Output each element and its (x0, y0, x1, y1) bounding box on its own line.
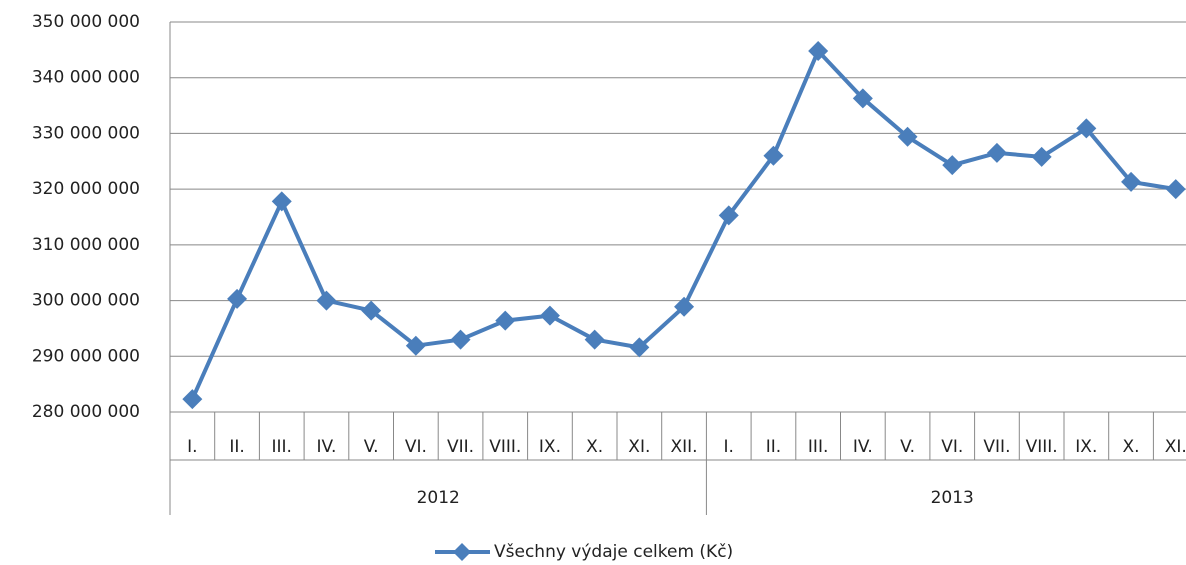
data-point (227, 288, 248, 309)
group-label: 2012 (417, 488, 460, 508)
data-point (986, 142, 1007, 163)
data-point (718, 205, 739, 226)
data-point (1121, 171, 1142, 192)
data-point (584, 329, 605, 350)
x-tick-label: II. (766, 437, 781, 457)
y-tick-label: 290 000 000 (32, 346, 140, 366)
x-tick-label: VIII. (489, 437, 521, 457)
x-tick-label: IV. (317, 437, 337, 457)
x-tick-label: V. (900, 437, 915, 457)
data-point (316, 290, 337, 311)
y-tick-label: 280 000 000 (32, 402, 140, 422)
legend-label: Všechny výdaje celkem (Kč) (494, 542, 733, 562)
y-tick-label: 350 000 000 (32, 12, 140, 32)
x-tick-label: V. (364, 437, 379, 457)
data-point (1031, 146, 1052, 167)
x-tick-label: VII. (447, 437, 474, 457)
data-point (539, 305, 560, 326)
data-point (405, 335, 426, 356)
x-tick-label: IX. (539, 437, 561, 457)
data-point (808, 40, 829, 61)
data-point (897, 126, 918, 147)
y-tick-label: 300 000 000 (32, 291, 140, 311)
data-point (629, 337, 650, 358)
y-tick-label: 330 000 000 (32, 123, 140, 143)
x-tick-label: X. (1123, 437, 1140, 457)
y-tick-label: 340 000 000 (32, 68, 140, 88)
data-point (1165, 179, 1186, 200)
x-tick-label: VII. (983, 437, 1010, 457)
data-line (190, 48, 1177, 400)
x-tick-label: IV. (853, 437, 873, 457)
x-tick-label: III. (272, 437, 292, 457)
x-tick-label: III. (808, 437, 828, 457)
x-tick-label: I. (187, 437, 197, 457)
data-point (852, 88, 873, 109)
data-point (942, 155, 963, 176)
x-tick-label: XI. (1165, 437, 1186, 457)
x-tick-label: XII. (671, 437, 698, 457)
data-point (450, 329, 471, 350)
x-tick-label: I. (724, 437, 734, 457)
x-tick-label: II. (229, 437, 244, 457)
data-point (495, 310, 516, 331)
x-tick-label: VI. (405, 437, 427, 457)
y-tick-label: 320 000 000 (32, 179, 140, 199)
y-tick-label: 310 000 000 (32, 235, 140, 255)
data-point (271, 191, 292, 212)
data-point (182, 389, 203, 410)
x-tick-label: IX. (1075, 437, 1097, 457)
data-point (1076, 118, 1097, 139)
group-label: 2013 (931, 488, 974, 508)
x-tick-label: VIII. (1026, 437, 1058, 457)
data-point (361, 300, 382, 321)
data-point (674, 296, 695, 317)
x-tick-label: XI. (628, 437, 650, 457)
x-tick-label: X. (586, 437, 603, 457)
legend-marker (453, 543, 471, 561)
x-tick-label: VI. (941, 437, 963, 457)
data-point (763, 145, 784, 166)
